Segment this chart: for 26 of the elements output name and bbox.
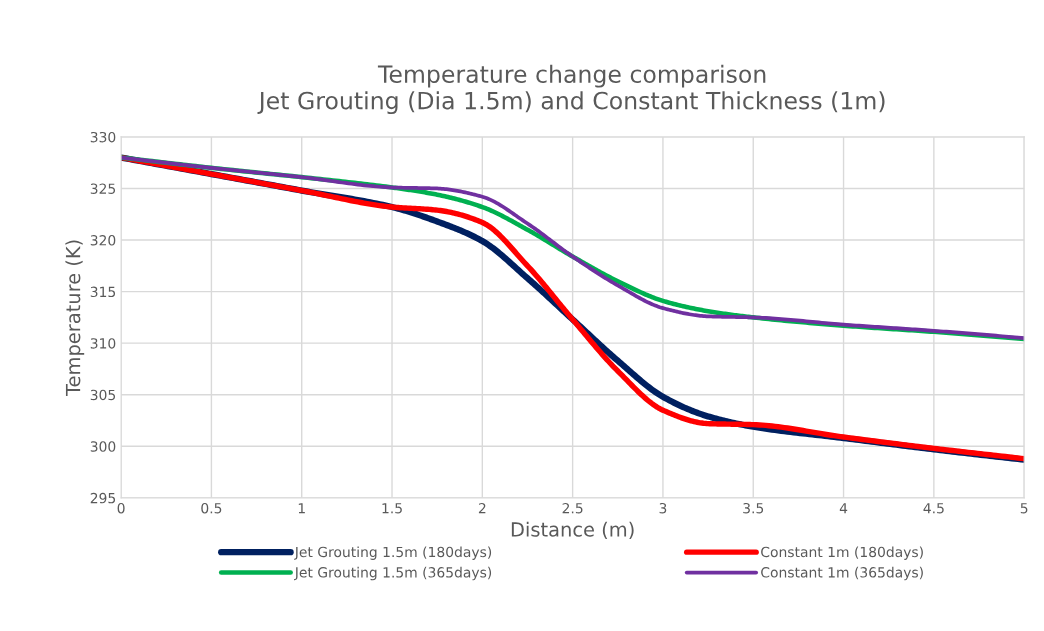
y-axis-title: Temperature (K)	[65, 240, 85, 397]
x-tick-label: 5	[1020, 503, 1028, 514]
legend-label: Jet Grouting 1.5m (365days)	[294, 566, 492, 581]
x-tick-label: 0	[117, 502, 125, 514]
legend-label: Constant 1m (180days)	[761, 546, 923, 560]
y-tick-label: 305	[90, 389, 116, 401]
y-tick-label: 320	[90, 235, 116, 246]
chart-title: Temperature change comparison Jet Grouting (Dia 1.5m) and Constant Thickness (1m)	[257, 64, 885, 115]
x-tick-label: 4.5	[923, 503, 944, 514]
legend-label: Jet Grouting 1.5m (180days)	[294, 546, 492, 560]
legend-label: Constant 1m (365days)	[761, 566, 923, 581]
y-tick-label: 310	[90, 338, 116, 349]
x-tick-label: 3	[659, 502, 667, 514]
y-tick-label: 325	[90, 183, 116, 194]
y-tick-label: 315	[90, 286, 116, 298]
x-tick-label: 4	[839, 503, 848, 514]
x-tick-label: 3.5	[743, 502, 764, 514]
x-tick-label: 1	[298, 503, 305, 514]
x-tick-label: 2	[478, 502, 486, 514]
x-axis-title: Distance (m)	[511, 521, 634, 540]
y-tick-label: 330	[90, 131, 116, 143]
y-tick-label: 300	[90, 441, 116, 452]
x-tick-label: 1.5	[382, 503, 402, 514]
x-tick-label: 2.5	[562, 502, 583, 514]
y-tick-label: 295	[90, 492, 116, 504]
x-tick-label: 0.5	[201, 502, 222, 514]
